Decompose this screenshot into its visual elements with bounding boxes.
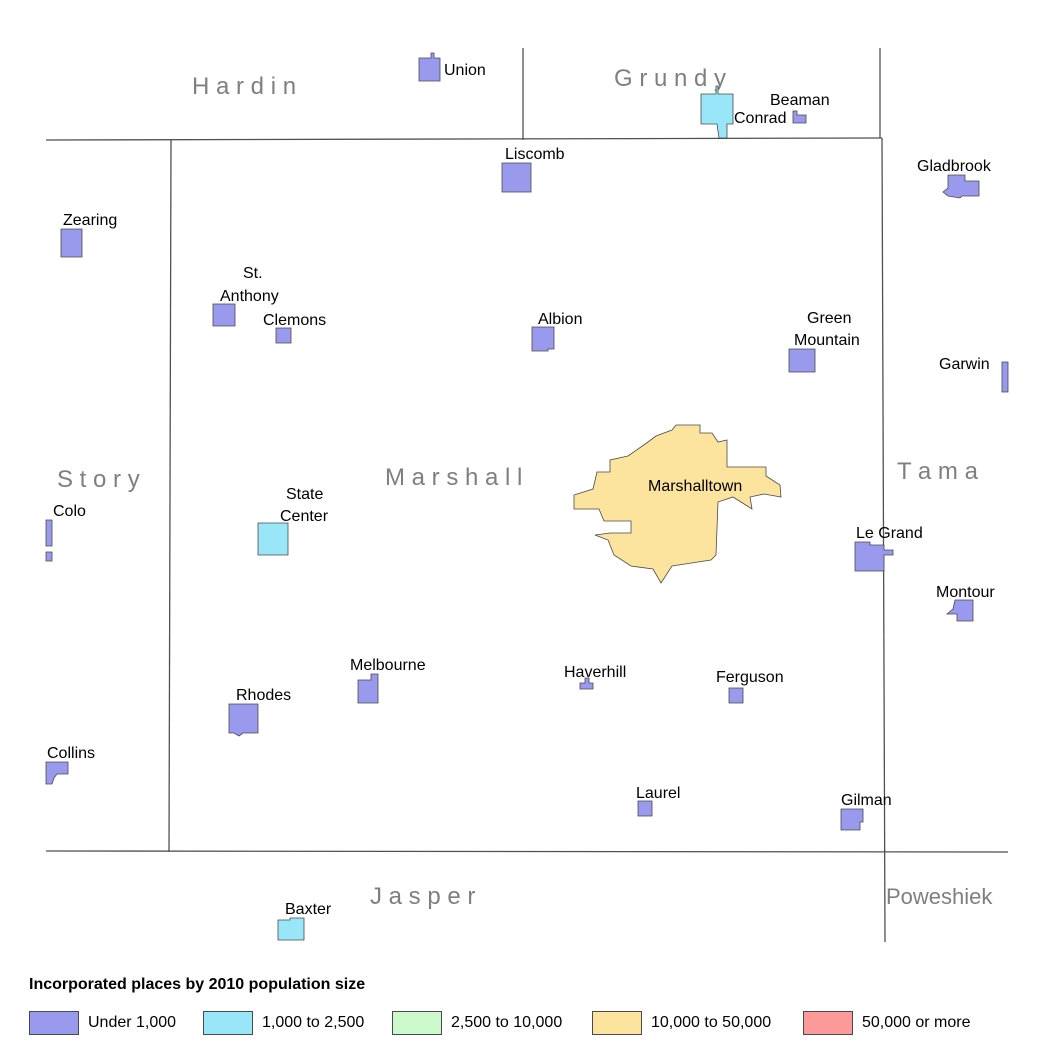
place-label-haverhill: Haverhill (564, 664, 626, 681)
place-label-gladbrook: Gladbrook (917, 158, 992, 175)
place-garwin (1001, 361, 1009, 393)
boundary-north (45, 137, 883, 141)
place-clemons (275, 327, 292, 344)
county-label-jasper: J a s p e r (370, 883, 475, 910)
place-zearing (60, 228, 83, 258)
place-polygons (45, 52, 1009, 941)
place-label-green-mountain-line2: Mountain (794, 332, 860, 349)
place-label-liscomb: Liscomb (505, 146, 565, 163)
county-label-story: S t o r y (57, 466, 140, 493)
legend-label-1000-2500: 1,000 to 2,500 (262, 1014, 365, 1031)
legend-swatch-2500-10000 (392, 1011, 442, 1035)
county-labels: H a r d i n G r u n d y S t o r y M a r … (57, 65, 993, 910)
map-canvas: H a r d i n G r u n d y S t o r y M a r … (45, 48, 1009, 943)
place-label-gilman: Gilman (841, 792, 892, 809)
legend-item-1000-2500: 1,000 to 2,500 (203, 1010, 364, 1036)
legend-swatch-under-1000 (29, 1011, 79, 1035)
place-label-beaman: Beaman (770, 92, 830, 109)
place-conrad (700, 85, 734, 139)
place-label-st-anthony-line2: Anthony (220, 288, 279, 305)
place-gilman (840, 808, 864, 831)
place-le-grand (854, 541, 894, 572)
place-label-rhodes: Rhodes (236, 687, 291, 704)
place-label-state-center-line1: State (286, 486, 323, 503)
place-label-montour: Montour (936, 584, 995, 601)
place-colo (45, 519, 53, 547)
place-labels: Union Beaman Conrad Liscomb Gladbrook Ze… (47, 62, 995, 918)
place-label-st-anthony-line1: St. (243, 265, 263, 282)
legend-label-10000-50000: 10,000 to 50,000 (651, 1014, 772, 1031)
county-label-poweshiek: Poweshiek (886, 884, 993, 909)
place-laurel (637, 800, 653, 817)
county-label-hardin: H a r d i n (192, 73, 296, 100)
legend-item-under-1000: Under 1,000 (29, 1010, 176, 1036)
place-ferguson (728, 687, 744, 704)
place-collins (45, 761, 69, 785)
boundary-east (881, 137, 886, 943)
legend-swatch-50000-plus (803, 1011, 853, 1035)
legend-swatch-10000-50000 (592, 1011, 642, 1035)
legend-item-2500-10000: 2,500 to 10,000 (392, 1010, 562, 1036)
place-label-melbourne: Melbourne (350, 657, 426, 674)
boundary-south (45, 850, 1009, 853)
place-state-center (257, 522, 289, 556)
place-label-colo: Colo (53, 503, 86, 520)
place-label-conrad: Conrad (734, 110, 786, 127)
place-melbourne (357, 673, 379, 704)
place-gladbrook (942, 174, 980, 199)
place-albion (531, 326, 555, 352)
county-label-marshall: M a r s h a l l (385, 464, 522, 491)
place-label-zearing: Zearing (63, 212, 117, 229)
place-colo-part (45, 551, 53, 562)
place-rhodes (228, 703, 259, 737)
place-label-state-center-line2: Center (280, 508, 329, 525)
place-label-green-mountain-line1: Green (807, 310, 851, 327)
legend-item-50000-plus: 50,000 or more (803, 1010, 971, 1036)
place-liscomb (501, 162, 532, 193)
legend-label-under-1000: Under 1,000 (88, 1014, 177, 1031)
place-label-union: Union (444, 62, 486, 79)
place-label-laurel: Laurel (636, 785, 680, 802)
place-haverhill (579, 677, 594, 690)
boundary-west (168, 139, 172, 853)
place-st-anthony (212, 303, 236, 327)
place-label-baxter: Baxter (285, 901, 332, 918)
legend-title: Incorporated places by 2010 population s… (29, 976, 366, 993)
place-label-le-grand: Le Grand (856, 525, 923, 542)
county-boundaries (45, 48, 1009, 943)
county-label-tama: T a m a (897, 458, 979, 485)
place-label-clemons: Clemons (263, 312, 326, 329)
place-label-albion: Albion (538, 311, 582, 328)
place-label-ferguson: Ferguson (716, 669, 784, 686)
legend-swatch-1000-2500 (203, 1011, 253, 1035)
legend-item-10000-50000: 10,000 to 50,000 (592, 1010, 771, 1036)
place-label-marshalltown: Marshalltown (648, 478, 742, 495)
place-marshalltown (573, 424, 782, 584)
place-baxter (277, 917, 305, 941)
place-label-collins: Collins (47, 745, 95, 762)
county-label-grundy: G r u n d y (614, 65, 726, 92)
place-montour (945, 599, 974, 622)
place-beaman (792, 110, 807, 124)
place-label-garwin: Garwin (939, 356, 990, 373)
place-green-mountain (788, 348, 816, 373)
legend-label-50000-plus: 50,000 or more (862, 1014, 971, 1031)
legend-label-2500-10000: 2,500 to 10,000 (451, 1014, 563, 1031)
place-union (418, 52, 441, 82)
